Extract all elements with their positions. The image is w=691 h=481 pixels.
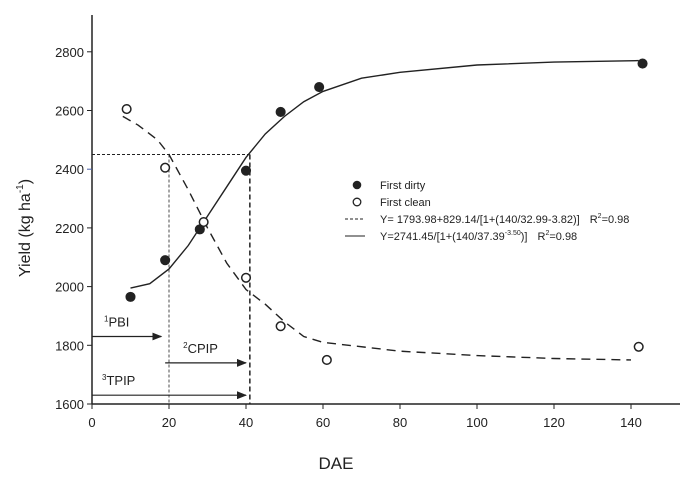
annotation-cpip: 2CPIP xyxy=(183,341,218,356)
fit-line-dirty xyxy=(130,59,639,289)
annotation-label: TPIP xyxy=(106,373,135,388)
x-tick-label: 100 xyxy=(466,415,488,430)
legend: First dirty First clean Y= 1793.98+829.14/… xyxy=(345,180,629,243)
legend-equation-solid: Y=2741.45/[1+(140/37.39-3.50)] R2=0.98 xyxy=(380,230,577,243)
y-tick-label: 2200 xyxy=(55,221,84,236)
x-tick-label: 120 xyxy=(543,415,565,430)
r2-sup: 2 xyxy=(545,230,549,237)
y-tick-label: 2600 xyxy=(55,104,84,119)
x-tick-label: 80 xyxy=(393,415,407,430)
annotation-sup: 2 xyxy=(183,341,188,350)
equation-end: )] xyxy=(521,231,528,243)
y-tick-label: 2000 xyxy=(55,280,84,295)
x-tick-label: 0 xyxy=(88,415,95,430)
y-tick-label: 1800 xyxy=(55,338,84,353)
point-first-clean xyxy=(198,216,209,228)
x-tick-label: 20 xyxy=(162,415,176,430)
point-first-clean xyxy=(240,272,252,283)
annotation-pbi: 1PBI xyxy=(104,314,129,329)
legend-equation-dashed: Y= 1793.98+829.14/[1+(140/32.99-3.82)] R2… xyxy=(380,213,629,226)
point-first-dirty xyxy=(275,106,286,118)
x-tick-label: 60 xyxy=(316,415,330,430)
r2-value: =0.98 xyxy=(549,231,577,243)
point-first-clean xyxy=(321,354,332,366)
legend-marker-dirty xyxy=(352,180,362,190)
x-tick-label: 140 xyxy=(620,415,642,430)
point-first-dirty xyxy=(314,81,325,93)
annotation-tpip: 3TPIP xyxy=(102,373,135,388)
legend-marker-clean xyxy=(352,197,362,207)
annotation-label: PBI xyxy=(108,314,129,329)
legend-label-dirty: First dirty xyxy=(380,180,426,192)
r2-prefix: R xyxy=(537,231,545,243)
point-first-dirty xyxy=(637,58,648,69)
annotation-label: CPIP xyxy=(188,341,218,356)
r2-value: =0.98 xyxy=(602,214,630,226)
r2-prefix: R xyxy=(590,214,598,226)
point-first-clean xyxy=(160,162,171,173)
point-first-dirty xyxy=(240,165,252,176)
y-tick-label: 2800 xyxy=(55,45,84,60)
point-first-clean xyxy=(275,321,286,332)
y-tick-label: 1600 xyxy=(55,397,84,412)
point-first-clean xyxy=(633,341,644,352)
x-tick-label: 40 xyxy=(239,415,253,430)
annotation-sup: 3 xyxy=(102,373,107,382)
r2-sup: 2 xyxy=(598,213,602,220)
fit-line-clean xyxy=(122,115,632,361)
point-first-dirty xyxy=(160,255,171,266)
legend-label-clean: First clean xyxy=(380,197,431,209)
equation-exponent: -3.50 xyxy=(505,230,521,237)
equation: Y=2741.45/[1+(140/37.39 xyxy=(380,231,505,243)
point-first-dirty xyxy=(125,291,136,302)
annotation-sup: 1 xyxy=(104,314,109,323)
x-axis-label: DAE xyxy=(319,454,354,473)
y-tick-label: 2400 xyxy=(55,162,84,177)
equation: Y= 1793.98+829.14/[1+(140/32.99-3.82)] xyxy=(380,214,580,226)
y-axis-label: Yield (kg ha-1) xyxy=(15,179,34,277)
point-first-clean xyxy=(121,103,132,115)
